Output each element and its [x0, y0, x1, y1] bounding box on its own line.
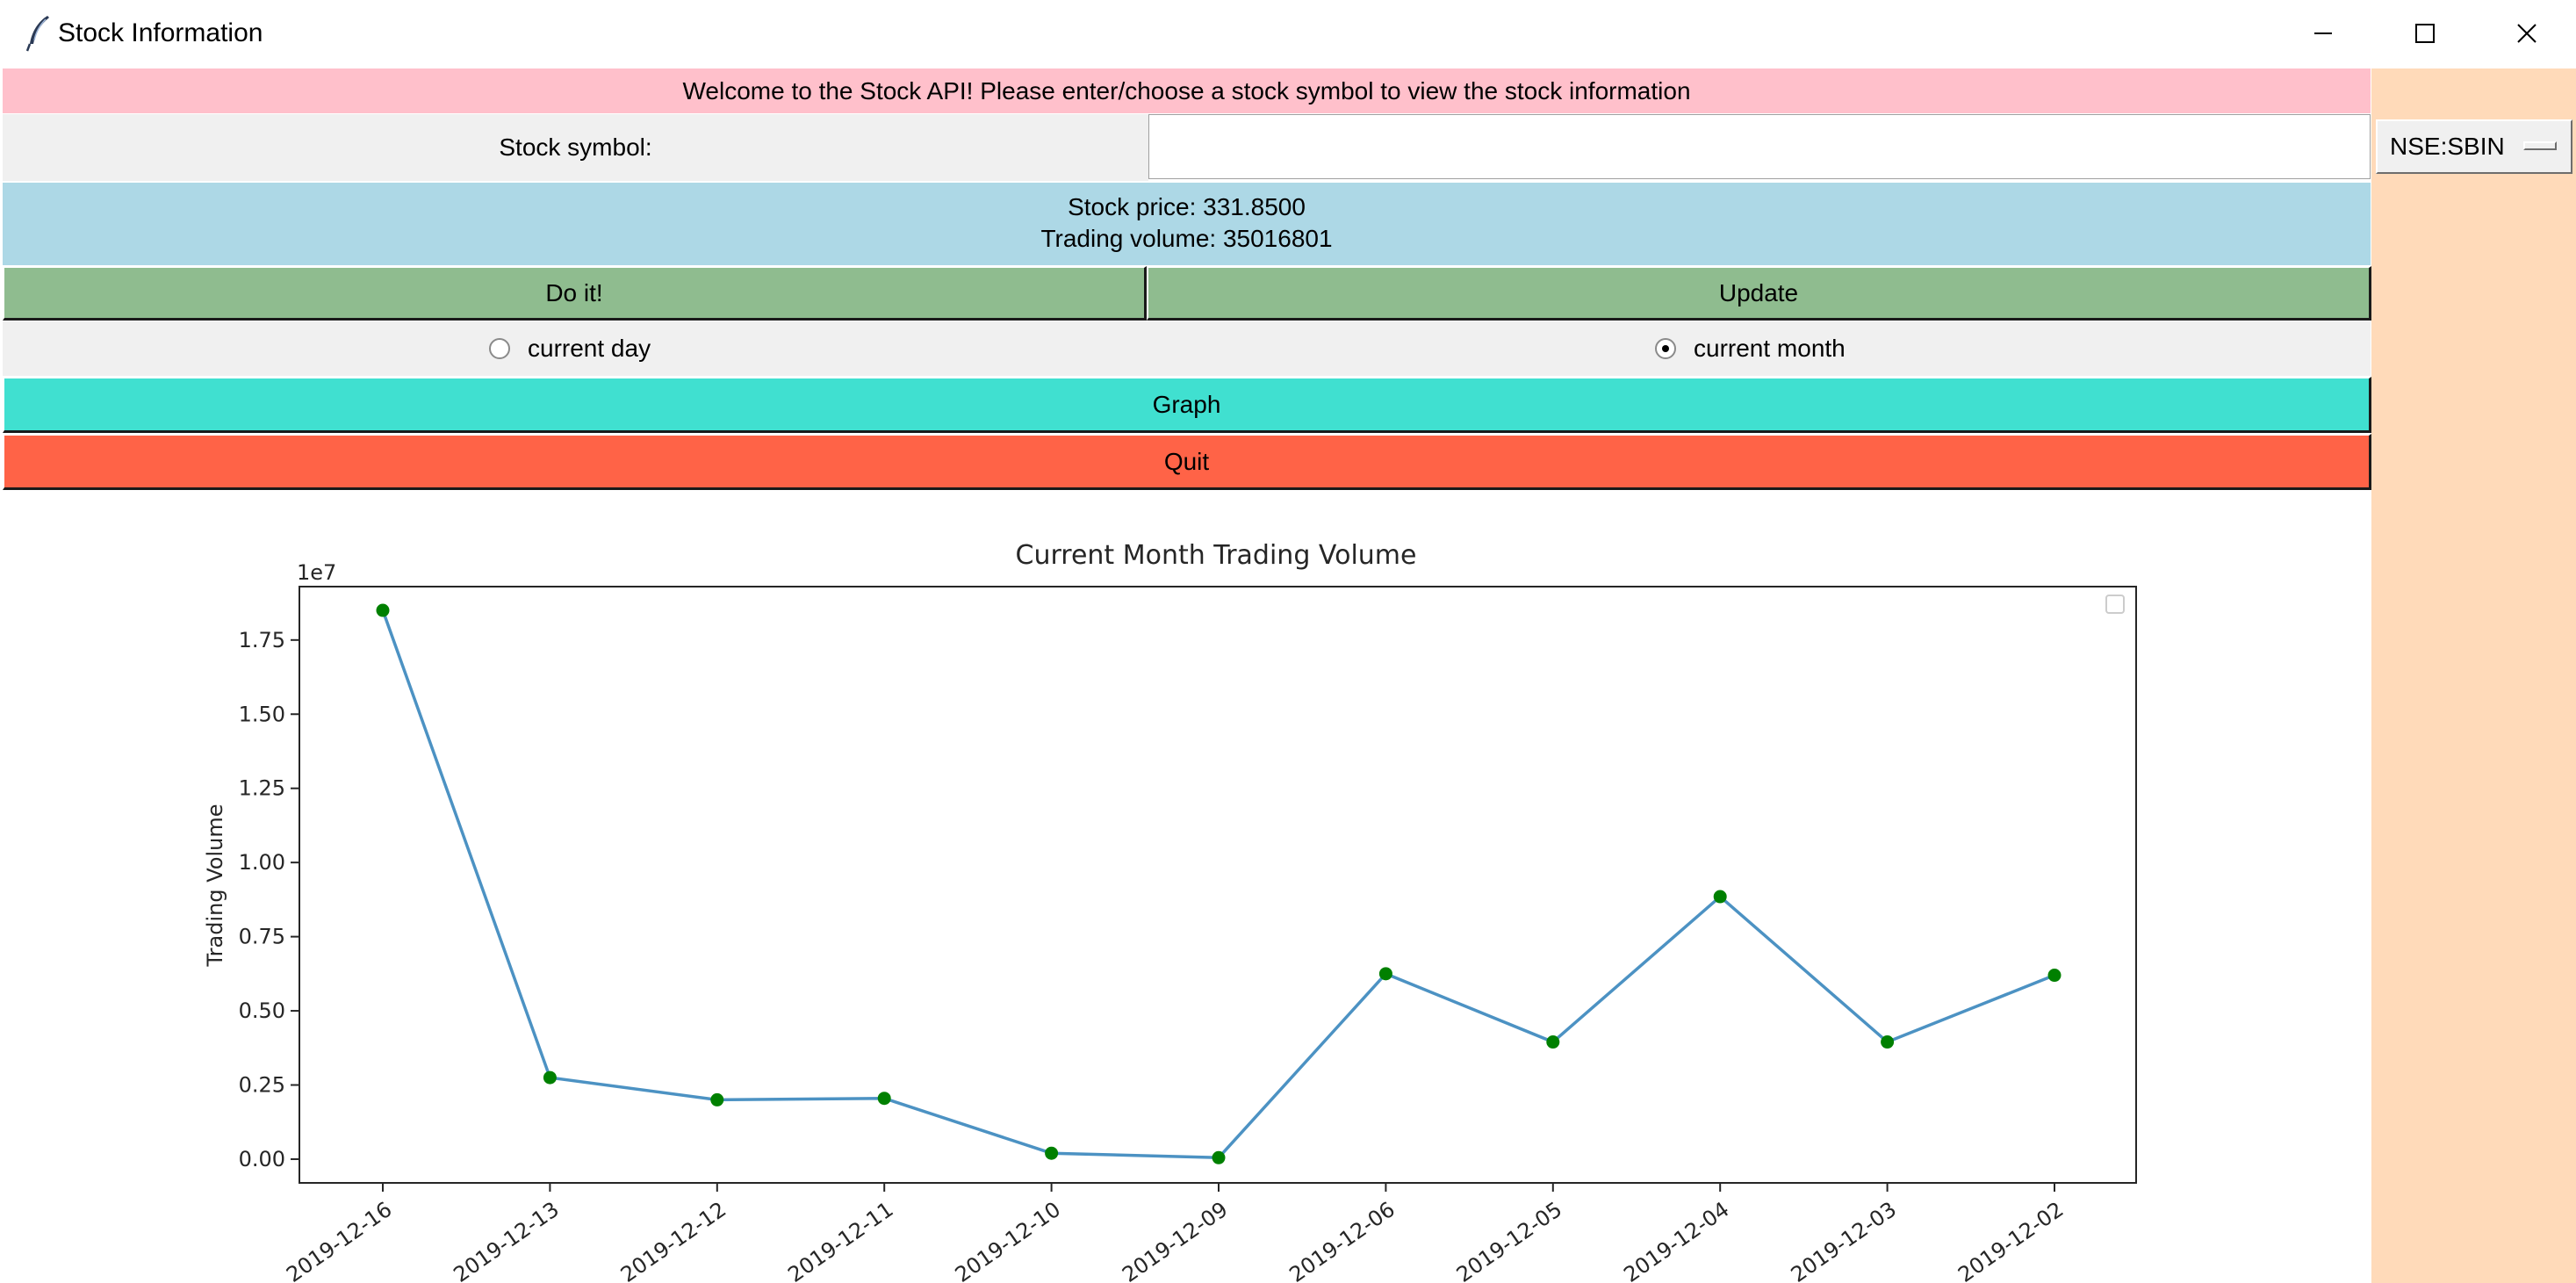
plot-frame [299, 586, 2137, 1184]
legend-box [2105, 595, 2125, 614]
title-bar: Stock Information [0, 0, 2576, 68]
radio-unchecked-icon [489, 338, 510, 359]
minimize-icon [2314, 32, 2332, 34]
y-axis-label: Trading Volume [203, 804, 227, 968]
maximize-button[interactable] [2374, 0, 2476, 68]
close-icon [2517, 24, 2536, 43]
x-tick-label: 2019-12-12 [616, 1197, 730, 1283]
right-side-panel [2371, 68, 2576, 1283]
plot-area: Current Month Trading Volume 1e7 Trading… [3, 492, 2371, 1283]
radio-checked-icon [1655, 338, 1676, 359]
volume-series-line [381, 609, 2055, 1160]
x-tick-label: 2019-12-09 [1118, 1197, 1232, 1283]
y-tick-label: 0.25 [239, 1073, 285, 1098]
y-tick-label: 1.50 [239, 702, 285, 726]
y-tick-label: 1.00 [239, 850, 285, 875]
trading-volume-text: Trading volume: 35016801 [1040, 225, 1333, 252]
update-button[interactable]: Update [1147, 266, 2371, 321]
close-button[interactable] [2476, 0, 2576, 68]
chart-title: Current Month Trading Volume [1016, 540, 1417, 571]
graph-button[interactable]: Graph [3, 377, 2371, 433]
trading-volume-chart: Current Month Trading Volume 1e7 Trading… [203, 540, 2137, 1283]
stock-symbol-dropdown-value: NSE:SBIN [2390, 133, 2505, 160]
current-month-radio[interactable]: current month [1655, 321, 1846, 376]
stock-symbol-dropdown[interactable]: NSE:SBIN [2376, 119, 2572, 174]
x-tick-label: 2019-12-06 [1285, 1197, 1400, 1283]
data-point [1045, 1146, 1059, 1160]
y-tick-label: 0.75 [239, 925, 285, 949]
y-tick-label: 1.25 [239, 776, 285, 801]
y-offset-label: 1e7 [297, 560, 336, 585]
x-tick-label: 2019-12-02 [1954, 1197, 2068, 1283]
y-tick-label: 0.00 [239, 1147, 285, 1171]
stock-price-text: Stock price: 331.8500 [1068, 193, 1306, 220]
y-tick-label: 1.75 [239, 628, 285, 652]
stock-symbol-input[interactable] [1148, 114, 2371, 179]
x-tick-label: 2019-12-11 [783, 1197, 897, 1283]
maximize-icon [2415, 24, 2435, 43]
data-point [710, 1092, 724, 1106]
welcome-banner: Welcome to the Stock API! Please enter/c… [3, 68, 2371, 113]
data-point [1881, 1035, 1895, 1049]
x-tick-label: 2019-12-13 [450, 1197, 564, 1283]
x-tick-label: 2019-12-16 [282, 1197, 396, 1283]
current-day-label: current day [528, 335, 651, 362]
quit-button[interactable]: Quit [3, 434, 2371, 490]
stock-symbol-label: Stock symbol: [3, 114, 1148, 181]
option-menu-indicator-icon [2523, 141, 2557, 150]
current-day-radio[interactable]: current day [489, 321, 651, 376]
window-title: Stock Information [58, 18, 263, 47]
feather-icon [23, 14, 54, 53]
y-tick-label: 0.50 [239, 998, 285, 1023]
data-point [1212, 1150, 1226, 1164]
do-it-button[interactable]: Do it! [3, 266, 1147, 321]
minimize-button[interactable] [2272, 0, 2374, 68]
data-point [877, 1092, 891, 1106]
data-point [2047, 969, 2062, 983]
x-tick-label: 2019-12-04 [1619, 1197, 1733, 1283]
data-point [1378, 967, 1392, 981]
current-month-label: current month [1694, 335, 1846, 362]
data-point [543, 1070, 557, 1085]
x-tick-label: 2019-12-03 [1787, 1197, 1901, 1283]
data-point [376, 603, 390, 617]
data-point [1713, 890, 1727, 904]
data-point [1546, 1035, 1560, 1049]
x-tick-label: 2019-12-10 [951, 1197, 1065, 1283]
x-tick-label: 2019-12-05 [1452, 1197, 1566, 1283]
period-radio-group: current day current month [3, 321, 2371, 376]
stock-info-panel: Stock price: 331.8500 Trading volume: 35… [3, 183, 2371, 265]
